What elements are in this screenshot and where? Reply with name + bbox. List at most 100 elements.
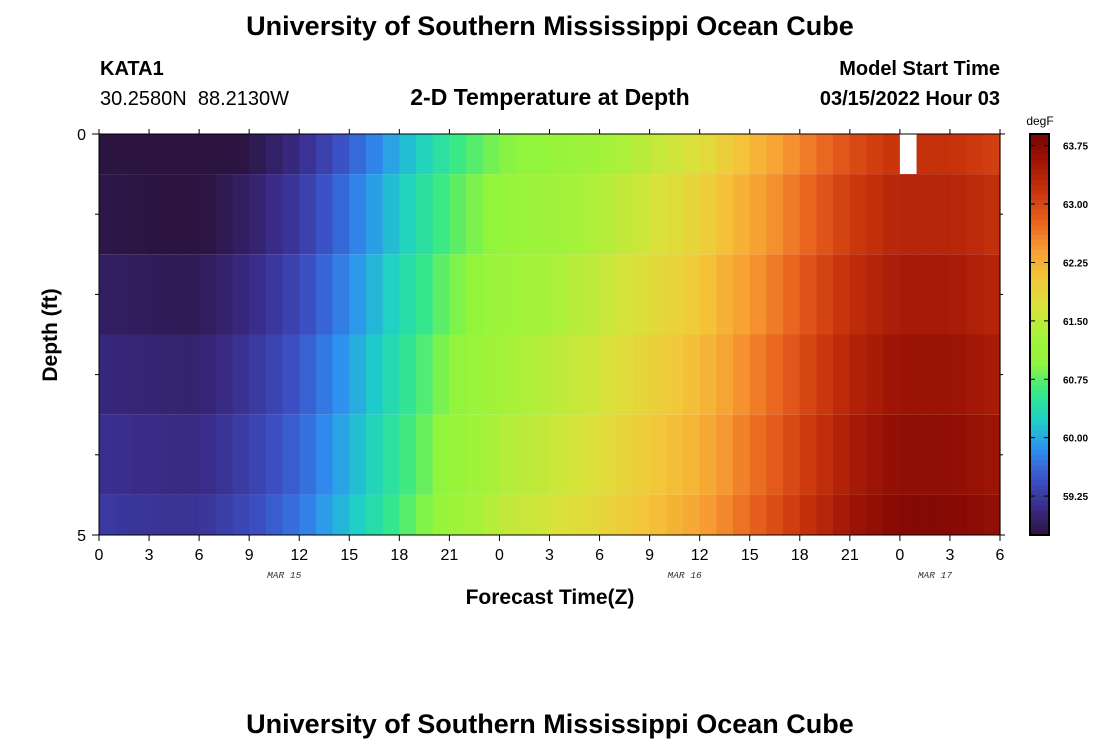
heatmap-cell-d5-h3 xyxy=(149,494,167,535)
heatmap-cell-d1-h34 xyxy=(666,174,684,255)
heatmap-cell-d5-h7 xyxy=(215,494,234,535)
colorbar-swatch xyxy=(1030,409,1049,416)
heatmap-cell-d3-h16 xyxy=(365,334,384,415)
heatmap-cell-d2-h49 xyxy=(916,254,934,335)
colorbar-swatch xyxy=(1030,199,1049,205)
heatmap-cell-d0-h18 xyxy=(399,134,417,175)
heatmap-cell-d3-h20 xyxy=(432,334,450,415)
heatmap-cell-d0-h13 xyxy=(315,134,334,175)
heatmap-cell-d3-h35 xyxy=(682,334,701,415)
colorbar-tick-label: 63.75 xyxy=(1063,142,1088,153)
heatmap-cell-d1-h38 xyxy=(733,174,751,255)
heatmap-cell-d5-h42 xyxy=(799,494,818,535)
heatmap-cell-d2-h16 xyxy=(365,254,384,335)
heatmap-cell-d5-h4 xyxy=(165,494,184,535)
heatmap-cell-d2-h8 xyxy=(232,254,250,335)
heatmap-cell-d2-h3 xyxy=(149,254,167,335)
colorbar-swatch xyxy=(1030,214,1049,220)
colorbar-swatch xyxy=(1030,379,1049,386)
heatmap-cell-d0-h38 xyxy=(733,134,751,175)
heatmap-cell-d5-h27 xyxy=(549,494,567,535)
heatmap-cell-d2-h27 xyxy=(549,254,567,335)
heatmap-cell-d0-h22 xyxy=(466,134,484,175)
colorbar-swatch xyxy=(1030,284,1049,290)
colorbar-swatch xyxy=(1030,374,1049,381)
heatmap-cell-d5-h12 xyxy=(299,494,317,535)
colorbar-swatch xyxy=(1030,514,1049,521)
colorbar-swatch xyxy=(1030,484,1049,491)
heatmap-cell-d1-h29 xyxy=(582,174,601,255)
heatmap-cell-d2-h0 xyxy=(99,254,117,335)
heatmap-cell-d3-h2 xyxy=(132,334,150,415)
heatmap-cell-d5-h25 xyxy=(516,494,534,535)
heatmap-cell-d5-h15 xyxy=(349,494,367,535)
colorbar-swatch xyxy=(1030,454,1049,461)
colorbar-tick-label: 60.75 xyxy=(1063,375,1088,386)
heatmap-cell-d2-h29 xyxy=(582,254,601,335)
heatmap-cell-d0-h16 xyxy=(365,134,384,175)
heatmap-cell-d4-h18 xyxy=(399,414,417,495)
heatmap-cell-d3-h29 xyxy=(582,334,601,415)
colorbar-swatch xyxy=(1030,529,1049,536)
heatmap-cell-d3-h30 xyxy=(599,334,617,415)
heatmap-cell-d1-h1 xyxy=(115,174,133,255)
heatmap-cell-d5-h52 xyxy=(966,494,984,535)
heatmap-cell-d4-h9 xyxy=(249,414,267,495)
x-tick-label: 0 xyxy=(895,547,904,564)
heatmap-cell-d0-h12 xyxy=(299,134,317,175)
x-tick-label: 18 xyxy=(390,547,408,564)
heatmap-cell-d4-h1 xyxy=(115,414,133,495)
heatmap-cell-d5-h47 xyxy=(883,494,901,535)
x-tick-label: 15 xyxy=(340,547,358,564)
heatmap-cell-d3-h1 xyxy=(115,334,133,415)
colorbar-label: degF xyxy=(1026,114,1053,128)
heatmap-cell-d1-h53 xyxy=(983,174,1001,255)
heatmap-cell-d4-h49 xyxy=(916,414,934,495)
colorbar-swatch xyxy=(1030,394,1049,401)
x-tick-label: 12 xyxy=(290,547,308,564)
colorbar-swatch xyxy=(1030,309,1049,316)
x-tick-label: 6 xyxy=(595,547,604,564)
heatmap-cell-d4-h15 xyxy=(349,414,367,495)
heatmap-cell-d1-h49 xyxy=(916,174,934,255)
heatmap-cell-d1-h39 xyxy=(749,174,768,255)
heatmap-cell-d1-h30 xyxy=(599,174,617,255)
heatmap-cell-d4-h34 xyxy=(666,414,684,495)
date-label: MAR 15 xyxy=(267,570,302,581)
colorbar-tick-label: 63.00 xyxy=(1063,200,1088,211)
heatmap-cell-d1-h52 xyxy=(966,174,984,255)
colorbar-swatch xyxy=(1030,504,1049,511)
heatmap-cell-d1-h36 xyxy=(699,174,717,255)
heatmap-cell-d4-h21 xyxy=(449,414,467,495)
heatmap-cell-d3-h27 xyxy=(549,334,567,415)
x-axis-label: Forecast Time(Z) xyxy=(466,586,635,609)
heatmap-cell-d1-h44 xyxy=(833,174,851,255)
colorbar-swatch xyxy=(1030,264,1049,270)
colorbar-swatch xyxy=(1030,439,1049,446)
colorbar-swatch xyxy=(1030,399,1049,406)
heatmap-cell-d0-h34 xyxy=(666,134,684,175)
heatmap-cell-d4-h29 xyxy=(582,414,601,495)
heatmap-cell-d1-h18 xyxy=(399,174,417,255)
heatmap-cell-d1-h45 xyxy=(849,174,868,255)
heatmap-cell-d3-h11 xyxy=(282,334,300,415)
x-axis: 0 3 6 9 12 15 18 21 0 3 6 9 12 15 18 21 0 3 6 MAR 15 MAR 16 M… xyxy=(95,129,1005,581)
colorbar-swatch xyxy=(1030,254,1049,260)
heatmap-cell-d0-h1 xyxy=(115,134,133,175)
colorbar-swatch xyxy=(1030,524,1049,531)
heatmap-cell-d4-h7 xyxy=(215,414,234,495)
colorbar-swatch xyxy=(1030,429,1049,436)
colorbar-swatch xyxy=(1030,219,1049,225)
heatmap-cell-d0-h50 xyxy=(933,134,951,175)
colorbar-swatch xyxy=(1030,234,1049,240)
heatmap-cell-d5-h2 xyxy=(132,494,150,535)
heatmap-cell-d2-h12 xyxy=(299,254,317,335)
heatmap-cell-d0-h0 xyxy=(99,134,117,175)
colorbar-tick-label: 61.50 xyxy=(1063,317,1088,328)
heatmap-cell-d3-h41 xyxy=(783,334,801,415)
heatmap-cell-d1-h25 xyxy=(516,174,534,255)
heatmap-cell-d5-h22 xyxy=(466,494,484,535)
heatmap-cell-d0-h48 xyxy=(899,134,918,175)
heatmap-cell-d0-h37 xyxy=(716,134,734,175)
